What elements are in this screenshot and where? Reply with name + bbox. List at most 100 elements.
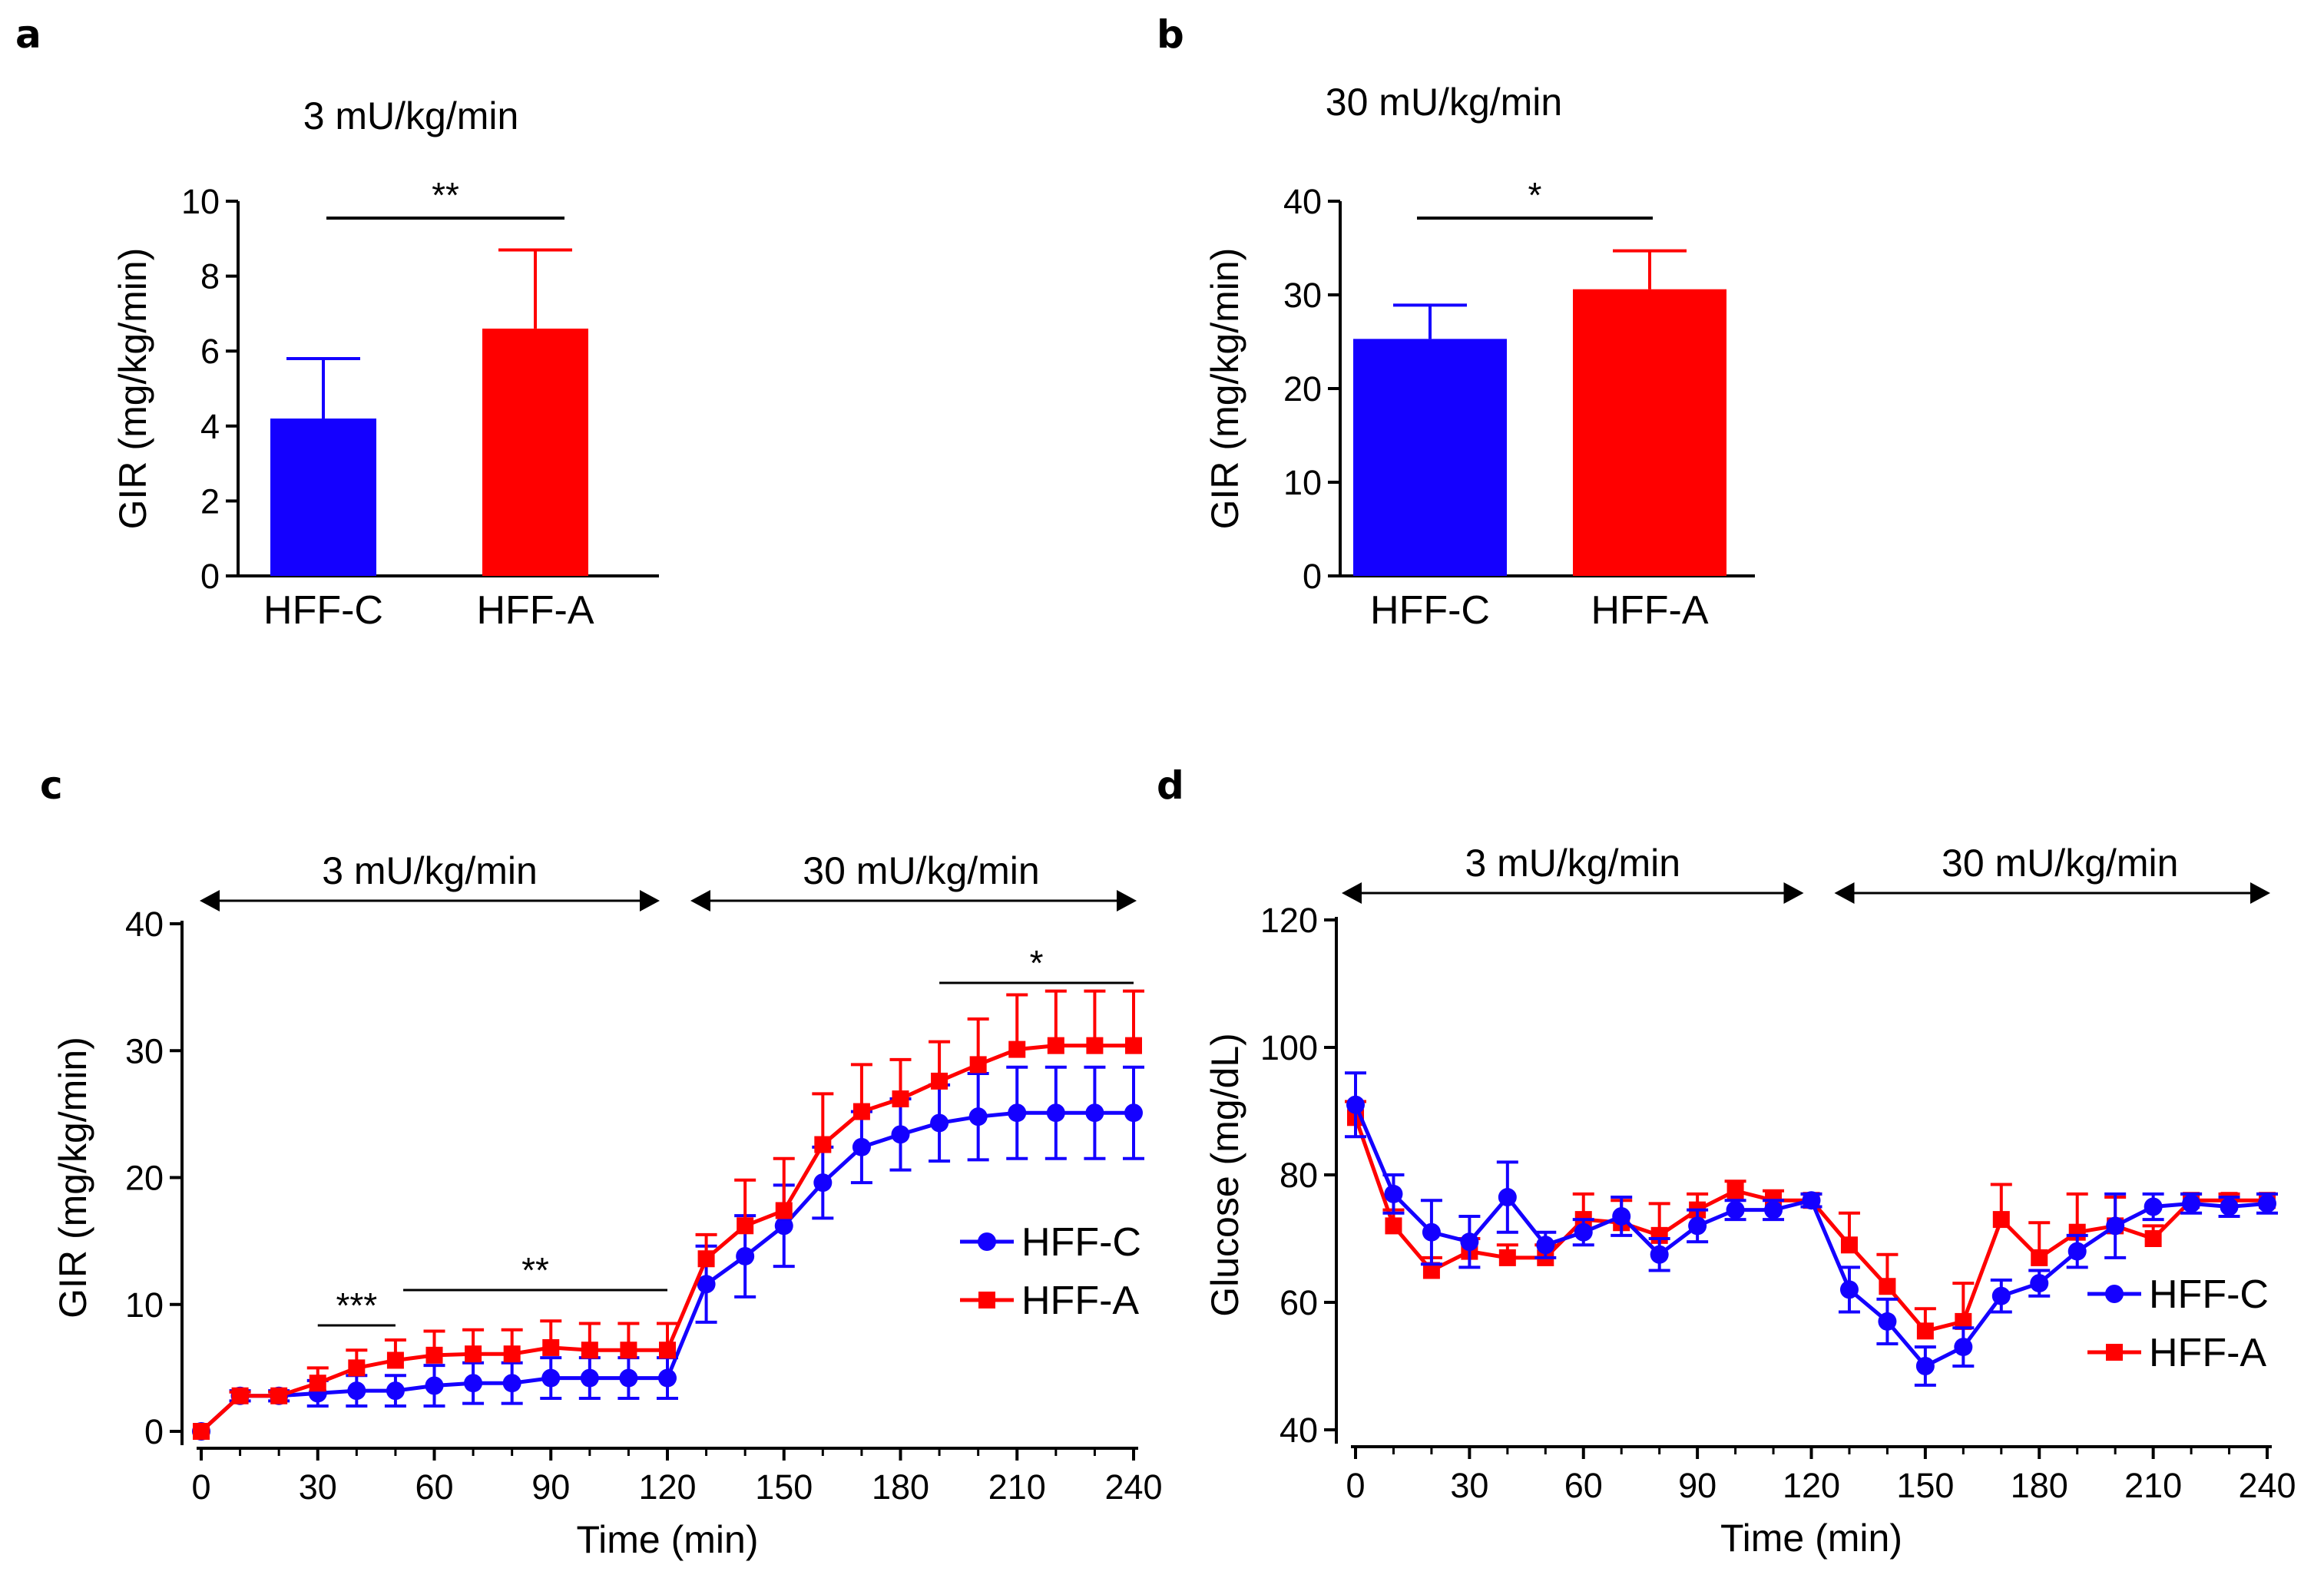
panel-label-c: c (40, 763, 63, 808)
data-point (1802, 1191, 1821, 1210)
x-axis-label: Time (min) (576, 1518, 758, 1561)
data-point (193, 1423, 210, 1440)
data-point (581, 1342, 598, 1359)
data-point (736, 1246, 755, 1265)
data-point (1046, 1103, 1065, 1123)
data-point (1726, 1182, 1744, 1199)
data-point (1954, 1338, 1973, 1357)
panel-c-line-chart: 0 10 20 30 40 0 30 60 90 120 150 180 210 240 Time (min… (51, 849, 1163, 1561)
data-point (1422, 1262, 1440, 1279)
data-point (1650, 1245, 1669, 1264)
data-point (1047, 1037, 1064, 1054)
x-tick-label: 150 (1896, 1466, 1954, 1505)
data-point (1346, 1095, 1365, 1114)
data-point (969, 1056, 987, 1074)
panel-a-bar-chart: 0 2 4 6 8 10 GIR (mg/kg/min) HFF-C HFF-A ** (111, 175, 659, 633)
panel-b-title: 30 mU/kg/min (1326, 81, 1562, 124)
x-tick-label: 60 (1564, 1466, 1603, 1505)
data-point (1008, 1040, 1026, 1058)
panel-label-b: b (1157, 12, 1184, 57)
data-point (347, 1381, 366, 1401)
x-tick-label: 150 (755, 1467, 813, 1507)
x-tick-label: 240 (2238, 1466, 2296, 1505)
data-point (2258, 1194, 2276, 1213)
y-tick-label: 20 (1283, 369, 1322, 409)
y-tick-label: 0 (1303, 557, 1322, 596)
data-point (270, 1387, 288, 1404)
data-point (775, 1202, 793, 1219)
y-axis-label: Glucose (mg/dL) (1203, 1033, 1246, 1317)
panel-a-title: 3 mU/kg/min (303, 94, 519, 137)
legend-label: HFF-A (1021, 1279, 1139, 1323)
data-point (1915, 1357, 1935, 1375)
y-tick-label: 10 (1283, 463, 1322, 502)
y-tick-label: 80 (1280, 1156, 1318, 1195)
x-axis-label: Time (min) (1720, 1517, 1902, 1560)
significance-label: ** (432, 175, 459, 215)
data-point (892, 1090, 909, 1108)
data-point (2106, 1216, 2125, 1236)
data-point (502, 1374, 521, 1393)
data-point (1764, 1200, 1783, 1219)
x-tick-label: 30 (299, 1467, 337, 1507)
y-tick-label: 40 (1280, 1411, 1318, 1450)
data-point (1992, 1211, 2010, 1229)
data-point (1536, 1236, 1555, 1255)
data-point (386, 1381, 405, 1401)
data-point (1840, 1236, 1858, 1254)
data-point (1726, 1200, 1745, 1219)
y-tick-label: 0 (144, 1412, 164, 1451)
y-axis-label: GIR (mg/kg/min) (51, 1037, 94, 1318)
y-tick-label: 4 (200, 407, 220, 446)
y-tick-label: 2 (200, 481, 220, 521)
series-hff-c (1345, 1071, 2278, 1387)
category-label: HFF-C (1370, 588, 1490, 633)
legend-label: HFF-C (1021, 1220, 1141, 1265)
x-tick-label: 60 (415, 1467, 453, 1507)
arrow-head-right (2250, 882, 2270, 904)
data-point (231, 1387, 249, 1404)
y-tick-label: 0 (200, 557, 220, 596)
x-tick-label: 90 (531, 1467, 570, 1507)
y-tick-label: 10 (181, 182, 220, 221)
data-point (1991, 1286, 2011, 1305)
data-point (2182, 1194, 2201, 1213)
data-point (1916, 1322, 1934, 1340)
bar-hff-c (1353, 339, 1507, 576)
data-point (425, 1376, 444, 1395)
y-tick-label: 100 (1260, 1028, 1318, 1067)
data-point (542, 1338, 560, 1356)
data-point (813, 1173, 833, 1193)
legend-label: HFF-C (2149, 1272, 2269, 1317)
data-point (1498, 1188, 1517, 1207)
data-point (1839, 1280, 1859, 1299)
data-point (464, 1374, 483, 1393)
data-point (1124, 1103, 1143, 1123)
legend-marker (2105, 1285, 2124, 1303)
series-hff-a (1345, 1100, 2278, 1340)
data-point (619, 1368, 638, 1388)
data-point (541, 1368, 561, 1388)
data-point (503, 1345, 521, 1363)
data-point (1955, 1312, 1972, 1330)
series-hff-a (193, 989, 1144, 1440)
data-point (1385, 1217, 1402, 1235)
bar-hff-a (1573, 289, 1726, 576)
x-tick-label: 0 (191, 1467, 210, 1507)
y-tick-label: 120 (1260, 901, 1318, 940)
legend-marker (978, 1232, 996, 1251)
arrow-head-left (1834, 882, 1855, 904)
series-line (1353, 1103, 2268, 1369)
data-point (1085, 1103, 1104, 1123)
category-label: HFF-C (263, 588, 383, 633)
x-tick-label: 240 (1104, 1467, 1162, 1507)
x-tick-label: 210 (988, 1467, 1046, 1507)
y-tick-label: 40 (1283, 182, 1322, 221)
data-point (1498, 1249, 1516, 1266)
y-tick-label: 8 (200, 257, 220, 296)
significance-label: * (1528, 175, 1542, 215)
series-line (1353, 1117, 2267, 1334)
x-tick-label: 180 (872, 1467, 929, 1507)
data-point (1878, 1312, 1897, 1331)
